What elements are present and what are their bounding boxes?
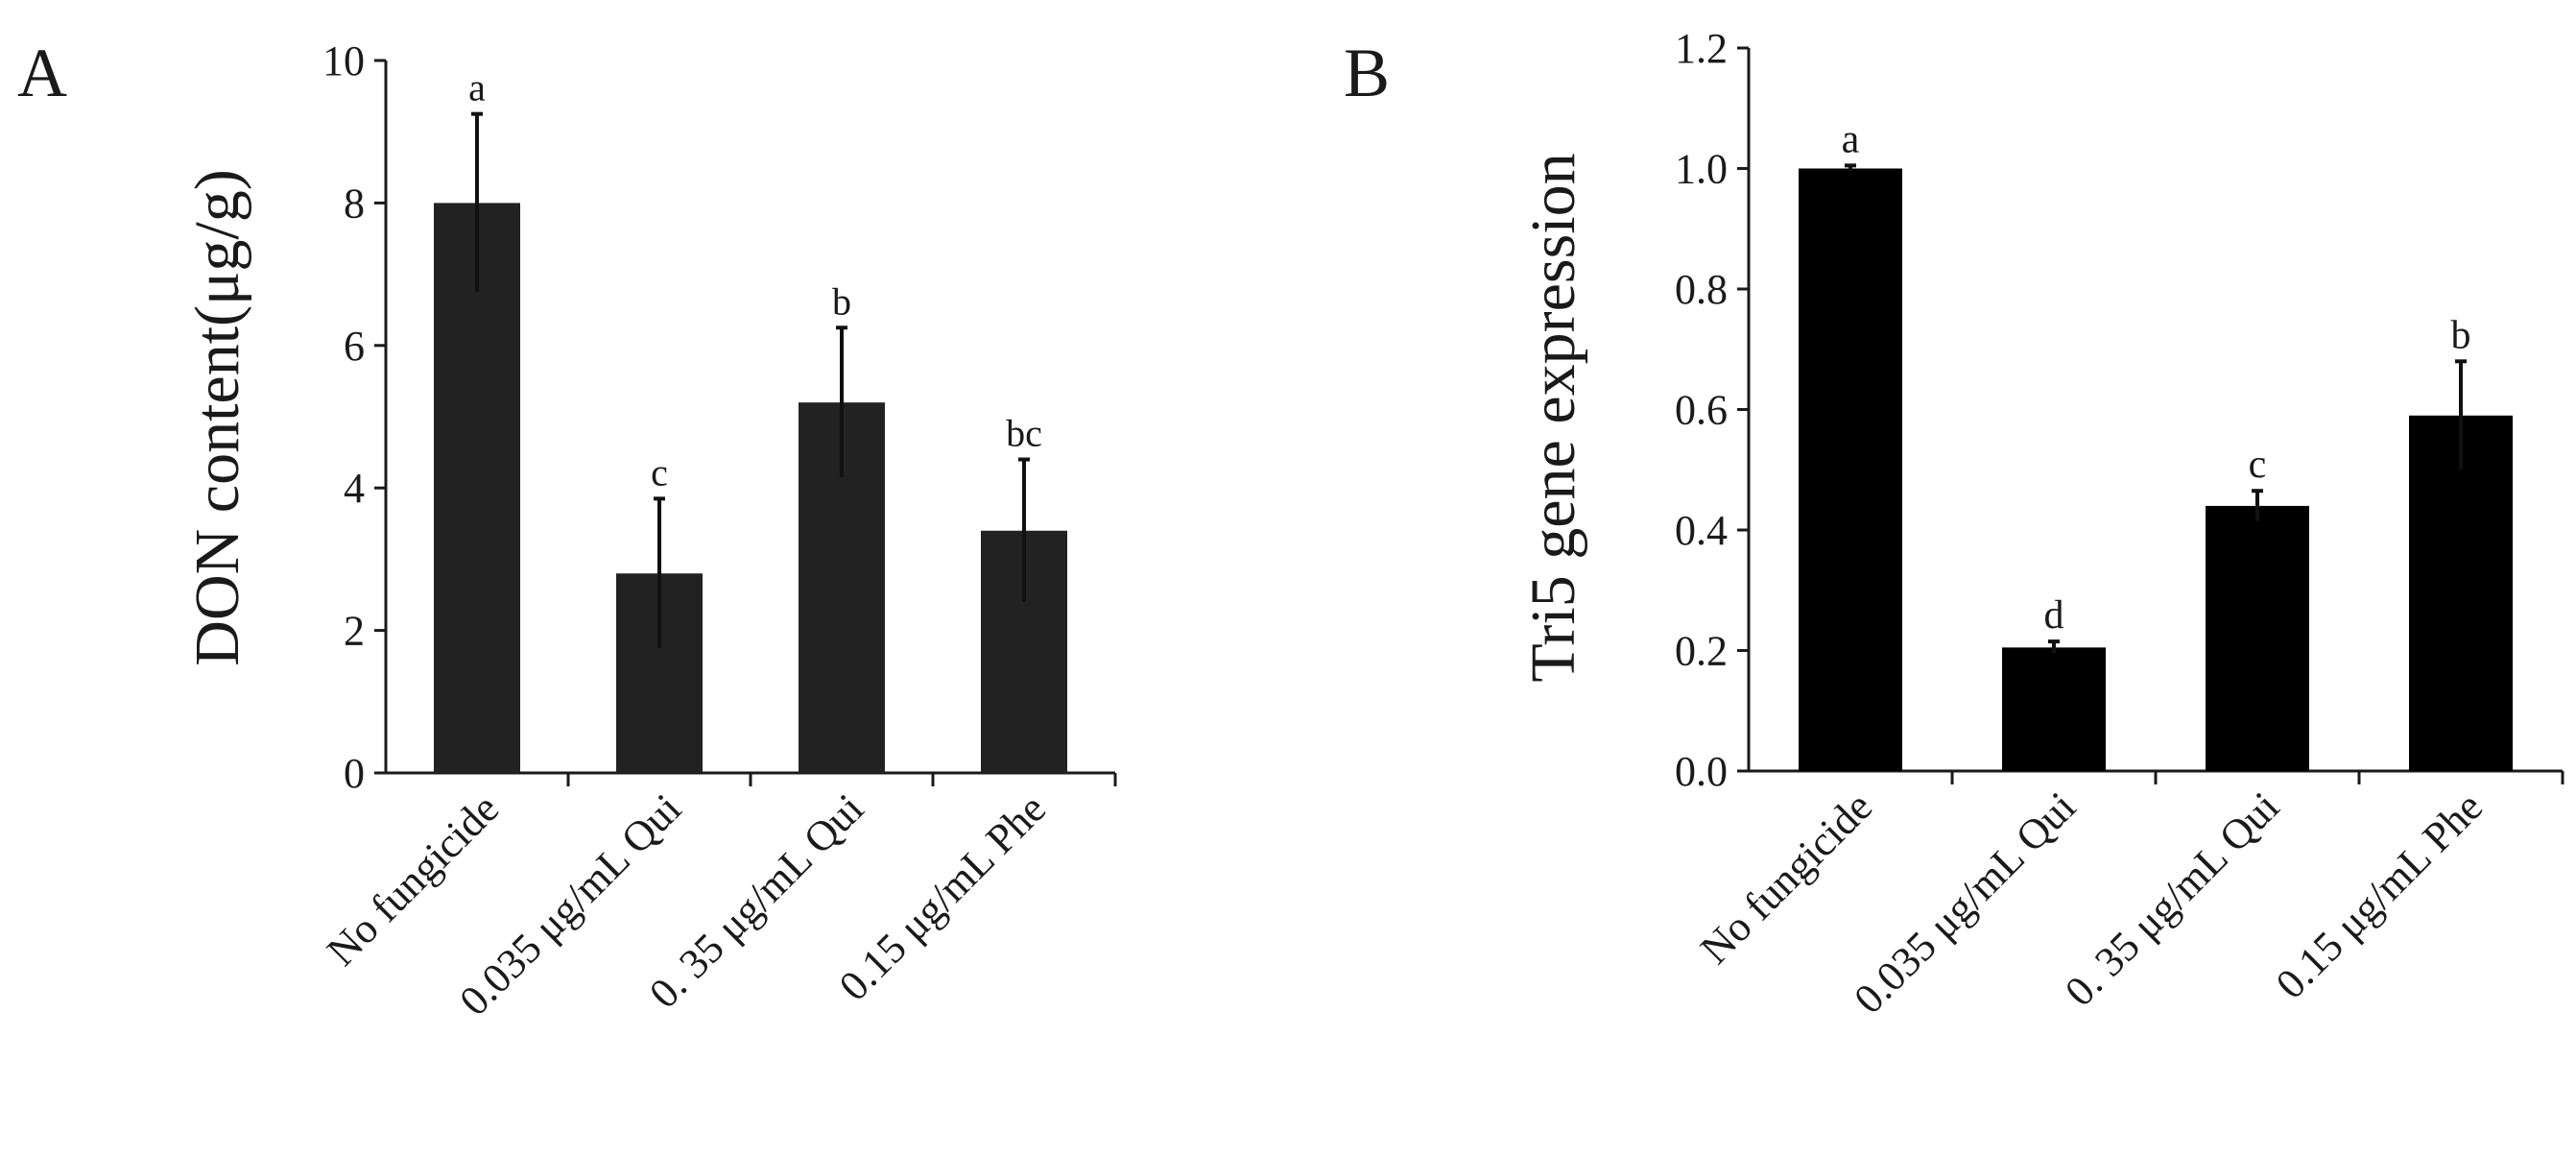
y-axis-title-a: DON content(μg/g) <box>182 169 252 665</box>
y-tick-label-b: 0.2 <box>1675 628 1728 675</box>
panel-label-a: A <box>17 35 67 111</box>
y-tick-label-b: 0.0 <box>1675 748 1728 795</box>
significance-label-a-1: c <box>651 450 668 494</box>
y-tick-label-b: 0.8 <box>1675 266 1728 313</box>
y-tick-label-a: 2 <box>344 608 365 655</box>
x-tick-label-b-0: No fungicide <box>1691 783 1881 973</box>
bar-b-1 <box>2002 647 2106 771</box>
x-tick-label-a-0: No fungicide <box>318 784 508 975</box>
y-tick-label-a: 6 <box>344 323 365 370</box>
y-axis-title-b: Tri5 gene expression <box>1518 153 1588 682</box>
panel-label-b: B <box>1344 35 1390 111</box>
bar-b-2 <box>2206 505 2309 771</box>
y-tick-label-b: 0.4 <box>1675 507 1728 554</box>
y-tick-label-b: 1.2 <box>1675 25 1728 72</box>
x-tick-label-b-1: 0.035 μg/mL Qui <box>1845 783 2085 1023</box>
y-tick-label-a: 0 <box>344 750 365 797</box>
significance-label-b-1: d <box>2044 593 2064 638</box>
x-tick-label-b-3: 0.15 μg/mL Phe <box>2267 783 2492 1007</box>
y-tick-label-a: 8 <box>344 180 365 227</box>
significance-label-b-2: c <box>2249 443 2267 487</box>
y-tick-label-b: 0.6 <box>1675 387 1728 434</box>
significance-label-b-3: b <box>2451 313 2471 357</box>
significance-label-a-3: bc <box>1006 412 1042 455</box>
significance-label-b-0: a <box>1842 117 1860 161</box>
y-tick-label-b: 1.0 <box>1675 146 1728 193</box>
y-tick-label-a: 10 <box>322 37 365 84</box>
significance-label-a-2: b <box>832 279 851 323</box>
panel-a: A DON content(μg/g) 0 2 4 6 8 10 a No fungicide… <box>17 35 1117 1024</box>
bar-a-0 <box>434 203 520 773</box>
bar-b-3 <box>2409 415 2513 771</box>
y-tick-label-a: 4 <box>344 465 365 512</box>
x-tick-label-b-2: 0. 35 μg/mL Qui <box>2056 783 2288 1015</box>
bar-b-0 <box>1799 168 1902 771</box>
panel-b-marks: 0.0 0.2 0.4 0.6 0.8 1.0 1.2 a No fungicide d 0.035… <box>1675 25 2564 1023</box>
significance-label-a-0: a <box>468 66 486 109</box>
panel-b: B Tri5 gene expression 0.0 0.2 0.4 0.6 0.8 1.… <box>1344 25 2564 1023</box>
